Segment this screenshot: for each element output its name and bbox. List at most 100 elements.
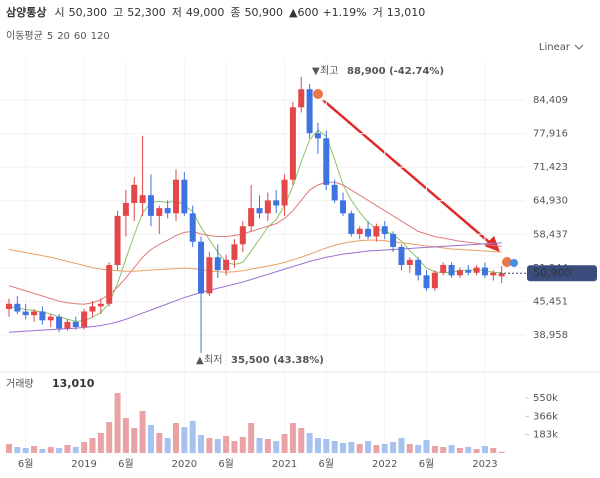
- volume-bar: [97, 433, 104, 453]
- volume-bar: [122, 418, 129, 453]
- volume-bar: [72, 447, 79, 453]
- annotation-marker: ▼: [312, 66, 320, 77]
- volume-bar: [473, 449, 480, 453]
- volume-bar: [139, 411, 146, 453]
- volume-bar: [373, 445, 380, 453]
- annotation-label: 최고: [320, 65, 338, 77]
- volume-bar: [214, 439, 221, 453]
- candle-body: [64, 321, 71, 329]
- volume-bar: [223, 436, 230, 453]
- y-tick-label: 38,958: [533, 330, 568, 341]
- candle-body: [390, 233, 397, 247]
- volume-bar: [323, 439, 330, 453]
- trend-arrow: [322, 99, 497, 249]
- quote-value: 13,010: [387, 6, 426, 19]
- candle-body: [106, 264, 113, 304]
- quote-label: 저: [172, 6, 182, 19]
- annotation-text: 35,500 (43.38%): [231, 355, 324, 366]
- quote-label: 고: [113, 6, 123, 19]
- candle-body: [356, 228, 363, 234]
- ma-line: [8, 129, 502, 322]
- candle-body: [248, 208, 255, 227]
- candle-body: [22, 311, 29, 316]
- x-tick-label: 6월: [419, 458, 435, 470]
- volume-bar: [498, 451, 505, 453]
- last-price-badge: [527, 265, 597, 282]
- volume-bar: [56, 448, 63, 453]
- candle-body: [473, 267, 480, 273]
- legend-entry: 5: [47, 31, 53, 42]
- y-tick-label: 71,423: [533, 162, 568, 173]
- volume-bar: [198, 435, 205, 453]
- candle-body: [348, 213, 355, 234]
- candle-body: [114, 215, 121, 265]
- candle-body: [440, 264, 447, 273]
- candle-body: [281, 179, 288, 206]
- volume-bar: [181, 427, 188, 453]
- volume-bar: [390, 442, 397, 453]
- candle-body: [223, 259, 230, 271]
- volume-bar: [490, 448, 497, 453]
- candle-body: [465, 270, 472, 273]
- candle-body: [72, 321, 79, 328]
- candle-body: [340, 200, 346, 214]
- legend-entry: 60: [74, 31, 87, 42]
- volume-bar: [448, 445, 455, 453]
- candle-body: [198, 241, 205, 294]
- y-tick-label: 58,437: [533, 229, 568, 240]
- last-price-label: 50,900: [533, 266, 572, 279]
- volume-bar: [264, 439, 271, 453]
- volume-bar: [298, 428, 305, 453]
- volume-bar: [306, 433, 313, 453]
- candle-body: [415, 259, 422, 276]
- x-tick-label: 6월: [118, 458, 134, 470]
- volume-bar: [281, 434, 288, 453]
- candle-body: [89, 306, 96, 312]
- volume-bar: [6, 444, 12, 453]
- legend-entry: 20: [57, 31, 70, 42]
- candle-body: [498, 273, 505, 277]
- candle-body: [406, 259, 413, 265]
- volume-bar: [415, 445, 422, 453]
- candle-body: [448, 264, 455, 276]
- volume-bar: [22, 448, 29, 453]
- candle-body: [31, 311, 38, 316]
- volume-bar: [340, 443, 346, 453]
- volume-bar: [81, 442, 88, 453]
- candle-body: [306, 89, 313, 134]
- candle-body: [365, 228, 372, 237]
- candle-body: [490, 272, 497, 276]
- candle-body: [39, 311, 46, 321]
- volume-bar: [39, 449, 46, 453]
- volume-bar: [239, 437, 246, 453]
- dropdown-icon[interactable]: [574, 44, 584, 50]
- quote-label: 시: [54, 6, 64, 19]
- candle-body: [214, 257, 221, 271]
- y-tick-label: 45,451: [533, 296, 568, 307]
- candle-body: [47, 316, 54, 321]
- candle-body: [56, 316, 63, 329]
- change: ▲600: [289, 6, 318, 19]
- volume-bar: [173, 423, 179, 453]
- candle-body: [6, 303, 12, 309]
- legend-title: 이동평균: [6, 30, 43, 42]
- candle-body: [189, 213, 196, 242]
- candle-body: [14, 303, 21, 312]
- candle-body: [231, 244, 238, 260]
- change-pct: +1.19%: [322, 6, 366, 19]
- volume-bar: [64, 445, 71, 453]
- candle-body: [431, 272, 438, 289]
- candle-body: [314, 133, 321, 139]
- x-tick-label: 6월: [218, 458, 234, 470]
- volume-bar: [206, 438, 213, 453]
- volume-bar: [164, 438, 171, 453]
- y-tick-label: 64,930: [533, 196, 568, 207]
- volume-bar: [189, 421, 196, 453]
- volume-bar: [289, 423, 296, 453]
- vol-tick-label: 550k: [533, 393, 558, 404]
- vol-tick-label: 183k: [533, 430, 558, 441]
- volume-bar: [114, 393, 121, 453]
- candle-body: [423, 275, 430, 289]
- volume-bar: [131, 428, 138, 453]
- x-tick-label: 2023: [472, 459, 497, 470]
